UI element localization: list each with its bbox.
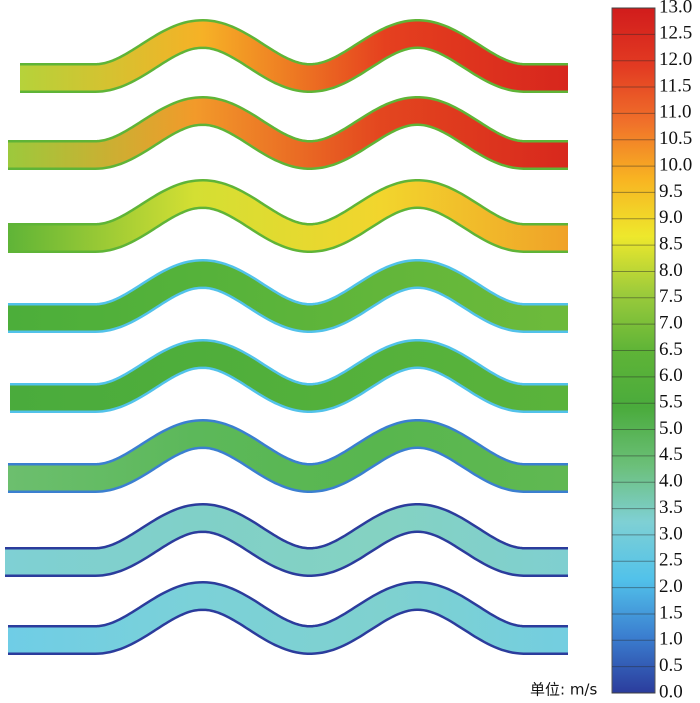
- channel: [8, 261, 568, 331]
- colorbar-tick-label: 8.5: [659, 233, 683, 254]
- colorbar-tick-label: 10.0: [659, 154, 692, 175]
- channel: [8, 421, 568, 491]
- colorbar-tick-label: 10.5: [659, 128, 692, 149]
- colorbar-tick-label: 12.5: [659, 23, 692, 44]
- channels: [5, 18, 568, 655]
- channel: [10, 341, 568, 411]
- colorbar-tick-label: 2.0: [659, 576, 683, 597]
- colorbar-tick-label: 9.0: [659, 207, 683, 228]
- colorbar-tick-label: 11.5: [659, 75, 692, 96]
- channel: [8, 583, 568, 653]
- colorbar-tick-label: 2.5: [659, 550, 683, 571]
- colorbar-tick-label: 13.0: [659, 0, 692, 17]
- colorbar-tick-label: 1.0: [659, 629, 683, 650]
- channel: [8, 98, 568, 168]
- colorbar-fill: [611, 7, 656, 694]
- colorbar-tick-label: 3.0: [659, 523, 683, 544]
- colorbar-tick-label: 4.0: [659, 471, 683, 492]
- colorbar-tick-label: 5.5: [659, 392, 683, 413]
- colorbar-tick-label: 9.5: [659, 181, 683, 202]
- colorbar-tick-label: 12.0: [659, 49, 692, 70]
- colorbar-tick-label: 1.5: [659, 602, 683, 623]
- colorbar-tick-label: 7.0: [659, 313, 683, 334]
- colorbar-tick-label: 5.0: [659, 418, 683, 439]
- colorbar-tick-label: 6.0: [659, 365, 683, 386]
- colorbar-tick-label: 7.5: [659, 286, 683, 307]
- colorbar-tick-label: 6.5: [659, 339, 683, 360]
- colorbar-tick-label: 3.5: [659, 497, 683, 518]
- colorbar-tick-label: 11.0: [659, 102, 692, 123]
- colorbar-tick-label: 8.0: [659, 260, 683, 281]
- channel: [5, 505, 568, 575]
- channel: [20, 21, 568, 91]
- channel: [8, 181, 568, 251]
- colorbar-tick-label: 0.0: [659, 681, 683, 702]
- colorbar-tick-label: 0.5: [659, 655, 683, 676]
- colorbar: 0.0 0.5 1.0 1.5 2.0 2.5 3.0 3.5 4.0 4.5 5.0 5.5 6.0 6…: [611, 0, 692, 702]
- colorbar-tick-label: 4.5: [659, 444, 683, 465]
- unit-label: 单位: m/s: [530, 681, 597, 699]
